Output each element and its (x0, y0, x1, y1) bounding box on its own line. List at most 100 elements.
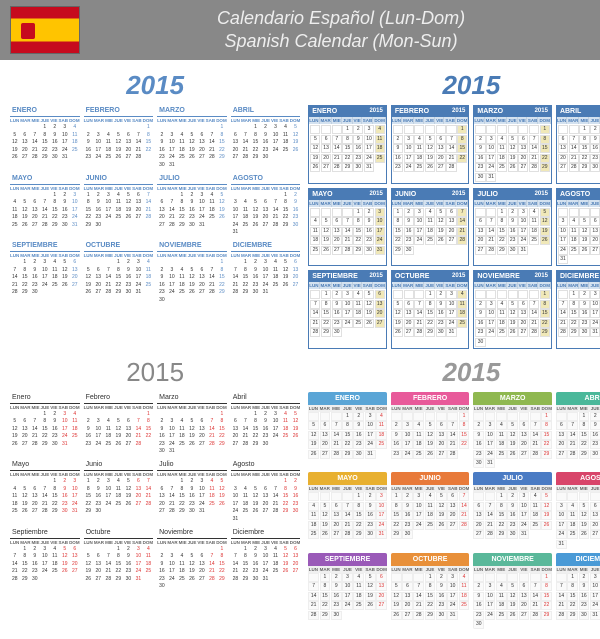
day-cell: 20 (134, 493, 144, 500)
day-cell: 27 (231, 154, 241, 161)
day-cell: 2 (507, 492, 518, 501)
day-cell: 28 (167, 508, 177, 515)
dow-label: DOM (69, 117, 80, 124)
day-cell: 19 (308, 440, 319, 449)
day-cell: 2 (261, 411, 271, 418)
day-cell: 18 (425, 227, 435, 236)
day-cell: 26 (321, 246, 331, 255)
day-cell: 28 (30, 441, 40, 448)
day-cell: 9 (475, 144, 485, 153)
day-cell: 4 (241, 199, 251, 206)
day-cell: 30 (251, 576, 261, 583)
day-cell: 30 (94, 222, 104, 229)
dow-label: JUE (343, 117, 353, 124)
dow-label: LUN (556, 485, 566, 492)
day-cell: 28 (567, 450, 578, 459)
day-cell: 13 (134, 486, 144, 493)
day-cell: 14 (486, 227, 496, 236)
day-cell: 22 (217, 433, 227, 440)
dow-label: VIE (50, 471, 57, 478)
day-cell: 11 (114, 486, 124, 493)
day-cell: 31 (261, 289, 271, 296)
day-cell: 24 (271, 147, 281, 154)
days-grid: 1234567891011121314151617181920212223242… (474, 124, 551, 183)
day-cell: 27 (70, 282, 80, 289)
calendar-style-a: 2015 ENEROLUNMARMIEJUEVIESABDOM123456789… (10, 70, 300, 349)
day-cell: 19 (579, 521, 590, 530)
dow-row: LUNMARMIEJUEVIESABDOM (392, 200, 469, 207)
days-grid: 1234567891011121314151617181920212223242… (10, 546, 80, 583)
day-cell: 2 (50, 124, 60, 131)
day-cell: 18 (529, 227, 539, 236)
day-cell: 19 (281, 274, 291, 281)
day-cell: 25 (281, 147, 291, 154)
day-cell: 10 (447, 582, 458, 591)
day-cell: 24 (375, 236, 385, 245)
day-cell: 28 (271, 508, 281, 515)
dow-row: LUNMARMIEJUEVIESABDOM (84, 117, 154, 124)
day-cell: 28 (231, 289, 241, 296)
dow-label: DOM (216, 404, 227, 411)
day-cell: 13 (447, 502, 458, 511)
day-cell: 2 (473, 421, 484, 430)
dow-label: DOM (290, 117, 301, 124)
day-cell: 8 (459, 421, 470, 430)
day-cell: 10 (197, 199, 207, 206)
dow-label: JUE (507, 405, 517, 412)
day-cell: 30 (291, 508, 301, 515)
day-cell: 17 (197, 493, 207, 500)
day-cell: 13 (436, 431, 447, 440)
day-cell: 5 (291, 124, 301, 131)
day-cell: 20 (157, 214, 167, 221)
month-block: AGOSTOLUNMARMIEJUEVIESABDOM1234567891011… (231, 173, 301, 237)
day-cell: 17 (70, 207, 80, 214)
dow-row: LUNMARMIEJUEVIESABDOM (556, 566, 600, 573)
day-cell: 12 (217, 486, 227, 493)
day-cell: 13 (261, 493, 271, 500)
day-cell: 18 (457, 309, 467, 318)
day-cell: 25 (50, 282, 60, 289)
day-cell: 15 (391, 511, 402, 520)
day-cell: 21 (207, 282, 217, 289)
month-name: Agosto (231, 459, 301, 471)
dow-label: VIE (436, 485, 446, 492)
day-cell: 30 (124, 576, 134, 583)
day-cell: 12 (84, 561, 94, 568)
dow-label: VIE (50, 185, 57, 192)
day-cell: 19 (10, 147, 20, 154)
day-cell: 23 (291, 214, 301, 221)
day-cell: 20 (231, 433, 241, 440)
day-cell: 30 (331, 611, 342, 620)
dow-row: LUNMARMIEJUEVIESABDOM (10, 471, 80, 478)
day-cell: 5 (436, 208, 446, 217)
day-cell: 6 (590, 217, 600, 226)
day-cell: 22 (84, 501, 94, 508)
day-cell: 27 (447, 521, 458, 530)
day-cell: 26 (507, 450, 518, 459)
day-cell: 18 (310, 236, 320, 245)
day-cell: 8 (40, 132, 50, 139)
dow-label: VIE (124, 185, 131, 192)
day-cell: 26 (217, 214, 227, 221)
day-cell: 29 (241, 576, 251, 583)
day-cell: 19 (436, 511, 447, 520)
month-name: ENERO (308, 392, 387, 405)
dow-row: LUNMARMIEJUEVIESABDOM (157, 252, 227, 259)
day-cell: 29 (40, 154, 50, 161)
day-cell: 12 (281, 553, 291, 560)
day-cell: 15 (321, 309, 331, 318)
dow-label: VIE (354, 200, 362, 207)
dow-label: SAB (132, 117, 142, 124)
day-cell: 16 (50, 426, 60, 433)
day-cell: 6 (231, 132, 241, 139)
day-cell: 2 (331, 573, 342, 582)
day-cell: 18 (114, 493, 124, 500)
day-cell: 18 (10, 501, 20, 508)
dow-label: VIE (50, 117, 57, 124)
day-cell: 6 (134, 192, 144, 199)
day-cell: 2 (291, 478, 301, 485)
day-cell: 12 (20, 207, 30, 214)
day-cell: 3 (167, 267, 177, 274)
day-cell: 16 (391, 440, 402, 449)
day-cell: 19 (507, 601, 518, 610)
